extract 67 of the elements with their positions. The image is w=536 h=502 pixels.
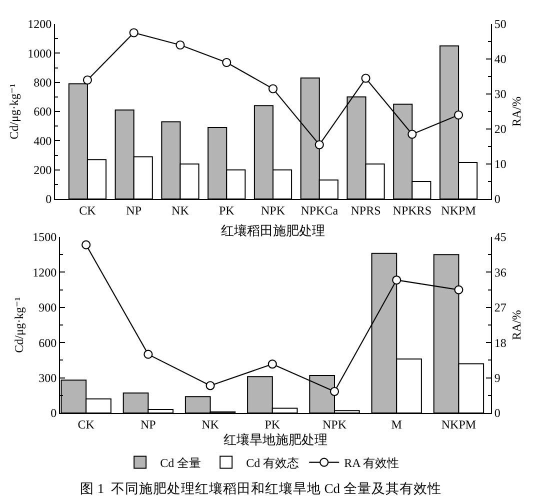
x-axis-title: 红壤旱地施肥处理: [224, 432, 328, 447]
legend-label: Cd 有效态: [246, 456, 300, 470]
y2-tick-label: 27: [494, 300, 506, 315]
y-tick-label: 600: [38, 336, 57, 350]
y-tick-label: 400: [34, 134, 52, 148]
y2-tick-label: 10: [494, 157, 506, 172]
y-tick-label: 600: [34, 104, 52, 119]
x-tick-label: NKPM: [441, 417, 476, 432]
x-tick-label: M: [391, 417, 402, 432]
y-tick-label: 200: [34, 163, 52, 178]
y-axis-title: Cd/μg·kg⁻¹: [12, 296, 26, 353]
x-tick-label: NPRS: [350, 203, 381, 218]
legend-label: RA 有效性: [344, 456, 400, 470]
y2-tick-label: 0: [494, 406, 500, 420]
x-tick-label: NPKRS: [392, 203, 432, 218]
y2-axis-title: RA/%: [509, 310, 524, 340]
x-tick-label: NKPM: [441, 203, 476, 218]
y2-tick-label: 20: [494, 122, 506, 136]
x-tick-label: NK: [202, 417, 220, 432]
y2-tick-label: 9: [494, 371, 500, 385]
x-tick-label: NPKCa: [300, 203, 339, 218]
y-axis-title: Cd/μg·kg⁻¹: [6, 83, 21, 140]
x-tick-label: NP: [140, 417, 156, 432]
point: [454, 285, 464, 294]
point: [268, 84, 278, 94]
y2-tick-label: 40: [494, 52, 506, 66]
point: [454, 110, 464, 120]
point: [82, 240, 91, 250]
point: [222, 58, 232, 68]
x-tick-label: NK: [172, 203, 190, 218]
y2-tick-label: 0: [494, 192, 500, 206]
x-tick-label: NP: [126, 203, 142, 218]
x-tick-label: CK: [79, 203, 96, 218]
y-tick-label: 1000: [28, 46, 52, 60]
x-tick-label: CK: [78, 417, 95, 432]
x-axis-title: 红壤稻田施肥处理: [221, 223, 325, 238]
point: [361, 74, 370, 83]
y-tick-label: 300: [38, 371, 57, 385]
legend-label: Cd 全量: [160, 456, 202, 470]
x-tick-label: PK: [218, 203, 235, 218]
y2-tick-label: 45: [494, 230, 506, 244]
y-tick-label: 0: [50, 406, 57, 420]
y-tick-label: 1200: [32, 265, 57, 280]
caption: 图 1 不同施肥处理红壤稻田和红壤旱地 Cd 全量及其有效性: [80, 481, 442, 496]
y2-tick-label: 18: [494, 336, 506, 350]
point: [144, 350, 153, 359]
y-tick-label: 1500: [32, 230, 57, 244]
point: [330, 386, 340, 396]
point: [176, 40, 185, 50]
y2-tick-label: 30: [494, 87, 506, 102]
point: [129, 28, 138, 38]
y2-tick-label: 50: [494, 17, 506, 32]
y2-axis-title: RA/%: [509, 96, 524, 126]
point: [408, 130, 417, 139]
point: [268, 360, 277, 369]
y2-tick-label: 36: [494, 265, 506, 280]
x-tick-label: NPK: [260, 203, 286, 218]
point: [206, 381, 215, 390]
y-tick-label: 900: [38, 300, 57, 315]
x-tick-label: PK: [264, 417, 280, 432]
x-tick-label: NPK: [322, 417, 347, 432]
point: [314, 140, 324, 150]
y-tick-label: 800: [34, 76, 52, 90]
point: [82, 75, 92, 85]
y-tick-label: 0: [46, 192, 52, 206]
point: [392, 275, 402, 285]
y-tick-label: 1200: [28, 17, 52, 32]
